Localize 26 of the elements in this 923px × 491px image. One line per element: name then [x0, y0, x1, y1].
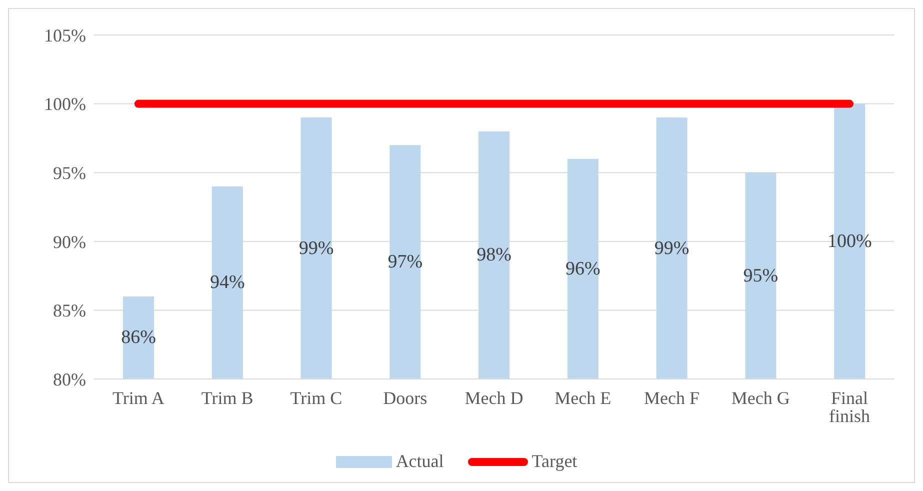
x-tick-label: Mech F: [644, 388, 700, 408]
data-label: 99%: [298, 238, 334, 259]
data-label: 100%: [827, 230, 872, 252]
data-label: 97%: [388, 252, 423, 273]
data-label: 86%: [121, 327, 156, 348]
data-label: 94%: [210, 272, 245, 294]
x-tick-label: Trim A: [112, 388, 164, 408]
y-tick-label: 100%: [44, 94, 86, 114]
y-tick-label: 85%: [53, 300, 86, 321]
y-tick-label: 95%: [53, 162, 86, 183]
data-label: 95%: [743, 265, 778, 286]
y-tick-label: 90%: [53, 232, 86, 252]
x-tick-label: Final finish: [829, 388, 870, 426]
data-label: 98%: [476, 244, 512, 266]
legend-label: Target: [530, 451, 578, 472]
x-tick-label: Mech G: [731, 388, 790, 408]
data-label: 96%: [566, 258, 601, 280]
x-tick-label: Doors: [383, 388, 428, 408]
y-tick-label: 80%: [53, 369, 86, 390]
data-label: 99%: [654, 238, 690, 259]
x-tick-label: Mech D: [464, 388, 524, 408]
y-tick-label: 105%: [44, 25, 86, 46]
legend-label: Actual: [394, 451, 444, 472]
x-tick-label: Trim B: [201, 388, 254, 408]
x-tick-label: Trim C: [290, 388, 342, 408]
x-tick-label: Mech E: [554, 388, 612, 408]
